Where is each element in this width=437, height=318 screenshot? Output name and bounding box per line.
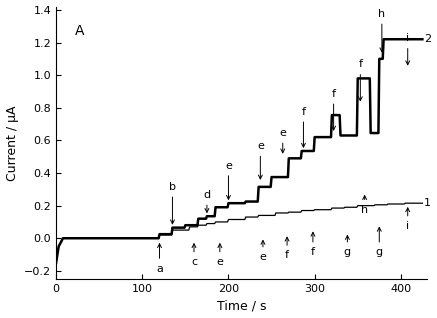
Text: g: g: [344, 247, 351, 257]
Text: h: h: [361, 205, 368, 215]
Text: i: i: [406, 221, 409, 231]
Text: 1: 1: [424, 198, 431, 208]
Text: e: e: [279, 128, 286, 138]
Text: i: i: [406, 33, 409, 43]
Text: e: e: [260, 252, 267, 262]
Text: A: A: [75, 24, 84, 38]
Text: e: e: [257, 141, 264, 151]
Text: e: e: [216, 257, 223, 267]
Text: e: e: [225, 161, 232, 170]
Text: f: f: [311, 247, 315, 257]
Text: c: c: [191, 257, 197, 267]
Text: d: d: [203, 190, 211, 200]
Text: f: f: [285, 251, 289, 260]
Y-axis label: Current / μA: Current / μA: [6, 105, 18, 181]
Text: f: f: [358, 59, 362, 69]
Text: a: a: [156, 264, 163, 273]
Text: 2: 2: [424, 34, 431, 44]
X-axis label: Time / s: Time / s: [217, 300, 266, 313]
Text: h: h: [378, 9, 385, 19]
Text: g: g: [376, 247, 383, 257]
Text: b: b: [169, 182, 176, 192]
Text: f: f: [332, 89, 336, 99]
Text: f: f: [302, 107, 305, 117]
